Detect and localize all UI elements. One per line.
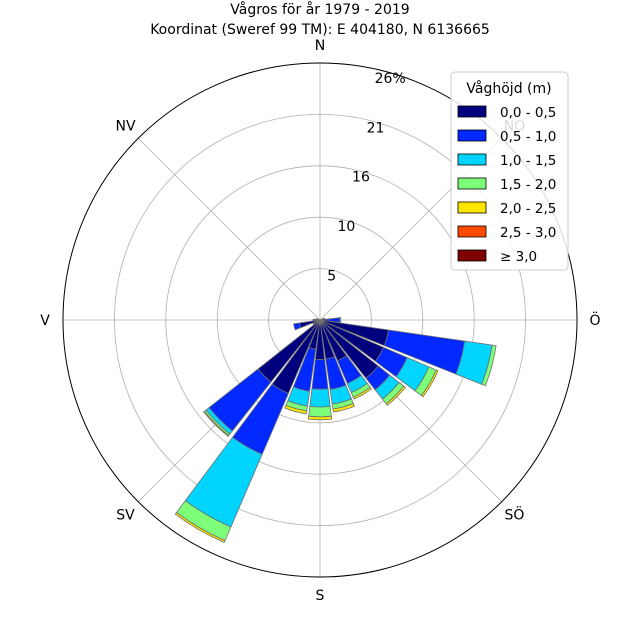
rose-bar-segment — [311, 358, 329, 390]
legend-swatch — [457, 225, 487, 238]
rose-bar-segment — [315, 318, 318, 321]
rose-bar-segment — [174, 512, 226, 543]
rose-bar-segment — [332, 403, 355, 413]
radial-tick-label: 16 — [352, 170, 370, 186]
legend-box — [450, 71, 569, 271]
rose-bar-segment — [312, 318, 316, 322]
legend-swatch — [457, 105, 487, 118]
direction-label: S — [316, 588, 325, 604]
legend-title: Våghöjd (m) — [466, 80, 551, 97]
legend: Våghöjd (m) 0,0 - 0,5 0,5 - 1,0 1,0 - 1,5 1,… — [450, 71, 569, 271]
radial-tick-label: 21 — [367, 120, 385, 136]
rose-bar-segment — [203, 410, 230, 437]
rose-bar-segment — [308, 405, 332, 418]
grid-spoke — [137, 137, 321, 321]
direction-label: SÖ — [505, 505, 525, 523]
legend-label: 0,0 - 0,5 — [500, 105, 556, 121]
direction-label: SV — [116, 507, 135, 523]
legend-swatch — [457, 153, 487, 166]
direction-label: Ö — [589, 311, 600, 329]
legend-swatch — [457, 201, 487, 214]
radial-tick-label: 26% — [375, 71, 406, 87]
rose-bar-segment — [420, 369, 439, 398]
grid-ring — [216, 216, 424, 424]
rose-bar-segment — [385, 385, 406, 406]
legend-label: 1,0 - 1,5 — [500, 153, 556, 169]
chart-subtitle: Koordinat (Sweref 99 TM): E 404180, N 61… — [150, 22, 490, 38]
legend-swatch — [457, 177, 487, 190]
grid-ring — [165, 165, 475, 475]
rose-bars — [174, 317, 497, 543]
grid-ring — [113, 113, 527, 527]
rose-bar-segment — [307, 415, 333, 421]
legend-label: 1,5 - 2,0 — [500, 177, 556, 193]
rose-bar-segment — [284, 404, 308, 415]
radial-tick-label: 5 — [327, 268, 336, 284]
direction-label: N — [315, 38, 325, 54]
legend-swatch — [457, 249, 487, 262]
rose-bar-segment — [481, 344, 497, 387]
radial-tick-label: 10 — [337, 219, 355, 235]
legend-label: ≥ 3,0 — [500, 249, 537, 265]
direction-label: NV — [116, 119, 136, 135]
rose-bar-segment — [339, 317, 342, 323]
rose-bar-segment — [352, 386, 372, 400]
legend-label: 2,5 - 3,0 — [500, 225, 556, 241]
outer-ring — [62, 62, 578, 578]
rose-bar-segment — [293, 322, 302, 331]
direction-label: V — [40, 313, 50, 329]
chart-title: Vågros för år 1979 - 2019 — [230, 1, 409, 18]
legend-label: 0,5 - 1,0 — [500, 129, 556, 145]
legend-label: 2,0 - 2,5 — [500, 201, 556, 217]
radial-tick-labels: 5 10 16 21 26% — [327, 71, 405, 284]
legend-swatch — [457, 129, 487, 142]
rose-bar-segment — [309, 388, 331, 408]
